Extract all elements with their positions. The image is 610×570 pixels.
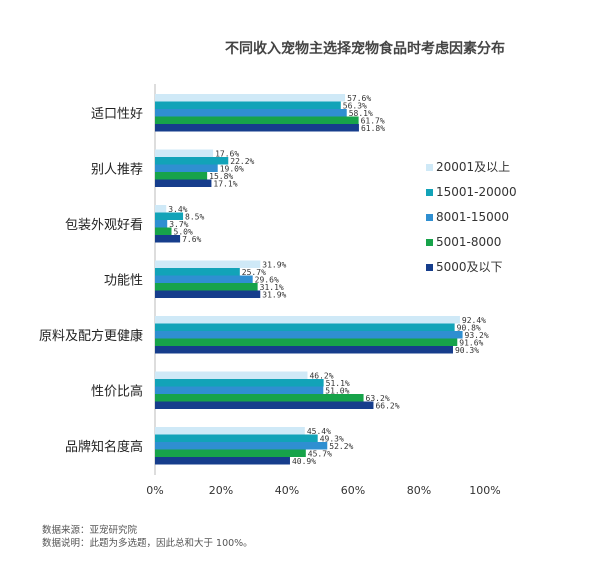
- data-label: 51.1%: [326, 379, 350, 388]
- legend-swatch: [426, 189, 433, 196]
- legend-label: 5001-8000: [436, 235, 501, 249]
- bar: [155, 212, 184, 220]
- category-label: 别人推荐: [91, 162, 143, 177]
- data-label: 51.0%: [325, 387, 349, 396]
- category-label: 包装外观好看: [65, 217, 143, 233]
- legend-label: 8001-15000: [436, 210, 509, 224]
- data-label: 40.9%: [292, 457, 316, 466]
- legend-swatch: [426, 214, 433, 221]
- bar: [155, 101, 341, 109]
- data-label: 17.1%: [213, 180, 237, 189]
- category-label: 性价比高: [91, 383, 143, 399]
- data-label: 5.0%: [174, 228, 193, 237]
- category-label: 品牌知名度高: [65, 439, 143, 455]
- bar: [155, 457, 290, 465]
- data-label: 90.3%: [455, 346, 479, 355]
- bar: [155, 124, 359, 132]
- bar: [155, 331, 463, 339]
- bar: [155, 394, 364, 402]
- bar: [155, 109, 347, 117]
- bar: [155, 227, 172, 235]
- bar: [155, 401, 374, 409]
- bar: [155, 371, 308, 379]
- legend-label: 5000及以下: [436, 260, 503, 274]
- data-label: 63.2%: [366, 394, 390, 403]
- data-label: 22.2%: [230, 157, 254, 166]
- data-label: 92.4%: [462, 316, 486, 325]
- bar: [155, 94, 346, 102]
- data-label: 45.7%: [308, 450, 332, 459]
- data-explanation-note: 数据说明：此题为多选题，因此总和大于 100%。: [42, 538, 253, 549]
- bar: [155, 235, 181, 243]
- category-label: 适口性好: [91, 107, 143, 122]
- legend-label: 20001及以上: [436, 160, 510, 174]
- bar: [155, 323, 455, 331]
- data-label: 58.1%: [349, 109, 373, 118]
- legend-label: 15001-20000: [436, 185, 517, 199]
- data-label: 90.8%: [457, 324, 481, 333]
- data-source-note: 数据来源：亚宠研究院: [42, 525, 138, 536]
- data-label: 49.3%: [320, 435, 344, 444]
- chart-title: 不同收入宠物主选择宠物食品时考虑因素分布: [225, 41, 505, 57]
- legend-swatch: [426, 164, 433, 171]
- data-label: 8.5%: [185, 213, 204, 222]
- bar: [155, 164, 218, 172]
- bar: [155, 268, 240, 276]
- bar: [155, 449, 306, 457]
- data-label: 25.7%: [242, 268, 266, 277]
- x-tick-label: 100%: [469, 484, 500, 497]
- bar: [155, 179, 212, 187]
- legend-swatch: [426, 239, 433, 246]
- data-label: 7.6%: [182, 235, 201, 244]
- bar: [155, 379, 324, 387]
- bar: [155, 316, 460, 324]
- bar: [155, 116, 359, 124]
- data-label: 45.4%: [307, 427, 331, 436]
- data-label: 46.2%: [309, 372, 333, 381]
- legend-swatch: [426, 264, 433, 271]
- bar: [155, 338, 458, 346]
- x-tick-label: 20%: [209, 484, 233, 497]
- x-tick-label: 60%: [341, 484, 365, 497]
- data-label: 3.7%: [169, 220, 188, 229]
- data-label: 17.6%: [215, 150, 239, 159]
- data-label: 93.2%: [465, 331, 489, 340]
- data-label: 31.1%: [260, 283, 284, 292]
- bar: [155, 434, 318, 442]
- data-label: 56.3%: [343, 102, 367, 111]
- bar: [155, 427, 305, 435]
- bar: [155, 157, 229, 165]
- x-tick-label: 0%: [146, 484, 163, 497]
- bar: [155, 275, 253, 283]
- bar: [155, 346, 453, 354]
- bar: [155, 260, 261, 268]
- data-label: 52.2%: [329, 442, 353, 451]
- data-label: 57.6%: [347, 94, 371, 103]
- category-label: 原料及配方更健康: [39, 328, 143, 344]
- chart-footer: 数据来源：亚宠研究院 数据说明：此题为多选题，因此总和大于 100%。: [42, 524, 253, 550]
- bar: [155, 205, 167, 213]
- data-label: 91.6%: [459, 339, 483, 348]
- bar: [155, 149, 214, 157]
- bar: [155, 386, 324, 394]
- bar: [155, 220, 168, 228]
- data-label: 31.9%: [262, 291, 286, 300]
- data-label: 66.2%: [375, 402, 399, 411]
- bar: [155, 172, 208, 180]
- data-label: 15.8%: [209, 172, 233, 181]
- bar: [155, 290, 261, 298]
- data-label: 19.0%: [220, 165, 244, 174]
- data-label: 61.7%: [361, 117, 385, 126]
- data-label: 3.4%: [168, 205, 187, 214]
- category-label: 功能性: [104, 273, 143, 288]
- bar: [155, 442, 328, 450]
- x-tick-label: 80%: [407, 484, 431, 497]
- data-label: 31.9%: [262, 261, 286, 270]
- data-label: 29.6%: [255, 276, 279, 285]
- data-label: 61.8%: [361, 124, 385, 133]
- x-tick-label: 40%: [275, 484, 299, 497]
- bar: [155, 283, 258, 291]
